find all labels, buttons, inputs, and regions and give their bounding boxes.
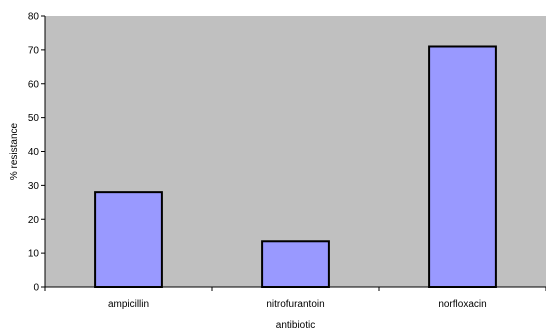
y-tick-label: 50 [28,113,40,124]
x-tick-label: nitrofurantoin [266,299,324,310]
x-tick-label: ampicillin [108,299,149,310]
y-ticks-group: 0 10 20 30 40 50 60 70 80 [28,12,45,294]
x-axis-title: antibiotic [276,320,315,329]
bar-norfloxacin [428,45,497,288]
y-tick-label: 40 [28,147,40,158]
y-tick-label: 30 [28,181,40,192]
x-ticks-group: ampicillin nitrofurantoin norfloxacin [44,287,546,310]
y-axis-title: % resistance [9,122,20,180]
y-tick-label: 80 [28,12,40,23]
bar-nitrofurantoin [261,240,330,289]
y-tick-label: 60 [28,79,40,90]
y-tick-label: 0 [33,283,39,294]
x-tick-label: norfloxacin [438,299,486,310]
bars-group [94,45,497,289]
y-tick-label: 20 [28,215,40,226]
y-tick-label: 10 [28,249,40,260]
y-tick-label: 70 [28,45,40,56]
bar-ampicillin [94,191,163,288]
